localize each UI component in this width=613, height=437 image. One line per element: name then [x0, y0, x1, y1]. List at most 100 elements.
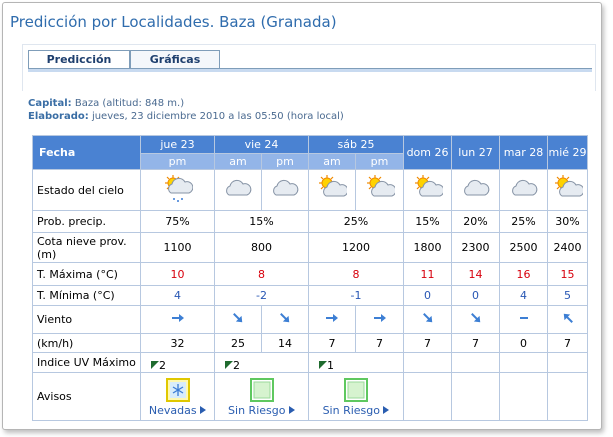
sky-icon: [164, 174, 193, 202]
value-cell: 14: [451, 262, 501, 286]
warning-link[interactable]: Nevadas: [148, 404, 207, 417]
sky-cell: [260, 169, 310, 211]
value-cell: 2300: [451, 232, 501, 263]
tab[interactable]: Gráficas: [130, 50, 220, 69]
row: Indice UV Máximo 2 2 1: [32, 352, 589, 373]
row-label: Viento: [32, 305, 141, 334]
row: Estado del cielo: [32, 169, 589, 211]
value-cell: [451, 372, 501, 421]
sky-icon: [366, 174, 396, 196]
row-label: Cota nieve prov.(m): [32, 232, 141, 263]
period-header: pm: [140, 153, 215, 170]
elaborado-line: Elaborado: jueves, 23 diciembre 2010 a l…: [28, 111, 344, 122]
value: jueves, 23 diciembre 2010 a las 05:50 (h…: [91, 111, 344, 122]
label: Elaborado:: [28, 111, 89, 122]
row-label: (km/h): [32, 333, 141, 353]
value-cell: [499, 372, 549, 421]
value-cell: [403, 352, 453, 373]
wind-cell: [499, 305, 549, 334]
wind-icon: [233, 313, 243, 323]
warning-icon: [344, 378, 369, 402]
value-cell: Sin Riesgo: [308, 372, 405, 421]
warning-icon: [165, 378, 190, 402]
value-cell: 15: [547, 262, 589, 286]
value-cell: Nevadas: [140, 372, 215, 421]
value-cell: 25%: [308, 210, 405, 233]
uv-flag: [225, 361, 233, 369]
wind-icon: [519, 317, 528, 319]
value-cell: 2400: [547, 232, 589, 263]
sky-cell: [355, 169, 405, 211]
wind-cell: [260, 305, 310, 334]
warning-text: Sin Riesgo: [228, 404, 286, 417]
uv-value: 2: [233, 359, 240, 372]
wind-cell: [547, 305, 589, 334]
row: Avisos Nevadas Sin Riesgo Sin Riesgo: [32, 372, 589, 421]
warning-icon: [249, 378, 274, 402]
warning-link[interactable]: Sin Riesgo: [228, 404, 295, 417]
value-cell: 25: [214, 333, 262, 353]
sky-cell: [547, 169, 589, 211]
value-cell: 15%: [213, 210, 310, 233]
sky-cell: [403, 169, 453, 211]
link-arrow: [200, 406, 207, 414]
day-header: dom 26: [403, 135, 453, 170]
sky-icon: [319, 174, 349, 196]
value-cell: 4: [140, 285, 215, 306]
wind-cell: [451, 305, 501, 334]
wind-icon: [280, 313, 290, 323]
value-cell: 0: [451, 285, 501, 306]
value-cell: 1100: [140, 232, 215, 263]
value-cell: 5: [547, 285, 589, 306]
wind-icon: [422, 313, 432, 323]
row-label: T. Mínima (°C): [32, 285, 141, 306]
warning-link[interactable]: Sin Riesgo: [323, 404, 390, 417]
corner: Fecha: [32, 135, 141, 170]
value-cell: 2: [213, 352, 310, 373]
value-cell: [547, 352, 589, 373]
day-header: lun 27: [451, 135, 501, 170]
day-header: mar 28: [499, 135, 549, 170]
forecast-table: Fecha jue 23 vie 24 sáb 25 dom 26 lun 27 mar 2…: [32, 135, 589, 421]
wind-icon: [563, 313, 573, 323]
tab[interactable]: Predicción: [28, 50, 130, 69]
capital-line: Capital: Baza (altitud: 848 m.): [28, 98, 184, 109]
row-label: Indice UV Máximo: [32, 352, 141, 373]
label: Capital:: [28, 98, 72, 109]
value-cell: 16: [499, 262, 549, 286]
value-cell: [451, 352, 501, 373]
value-cell: 7: [403, 333, 453, 353]
row: T. Mínima (°C) 4 -2 -1 0 0 4 5: [32, 285, 589, 306]
uv-value: 1: [327, 359, 335, 372]
value-cell: 2500: [499, 232, 549, 263]
day-header: vie 24: [213, 135, 310, 154]
sky-icon: [226, 179, 252, 195]
value: Baza (altitud: 848 m.): [74, 98, 185, 109]
row-label: Estado del cielo: [32, 169, 141, 211]
period-header: pm: [260, 153, 310, 170]
value-cell: 14: [260, 333, 310, 353]
value-cell: 7: [308, 333, 357, 353]
sky-icon: [463, 179, 489, 195]
day-header: mié 29: [547, 135, 589, 170]
value-cell: 30%: [547, 210, 589, 233]
period-header: pm: [355, 153, 405, 170]
sky-cell: [308, 169, 357, 211]
wind-cell: [308, 305, 357, 334]
value-cell: 800: [213, 232, 310, 263]
link-arrow: [288, 406, 295, 414]
uv-flag: [319, 361, 328, 369]
warning-text: Sin Riesgo: [322, 404, 380, 417]
value-cell: 8: [308, 262, 405, 286]
row-label: Prob. precip.: [32, 210, 141, 233]
day-header: jue 23: [140, 135, 215, 154]
sky-icon: [414, 174, 444, 196]
wind-cell: [355, 305, 405, 334]
warning-text: Nevadas: [148, 404, 197, 417]
page-title: Predicción por Localidades. Baza (Granad…: [10, 13, 337, 31]
value-cell: -1: [308, 285, 405, 306]
value-cell: 10: [140, 262, 215, 286]
row-label: T. Máxima (°C): [32, 262, 141, 286]
value-cell: 0: [403, 285, 453, 306]
